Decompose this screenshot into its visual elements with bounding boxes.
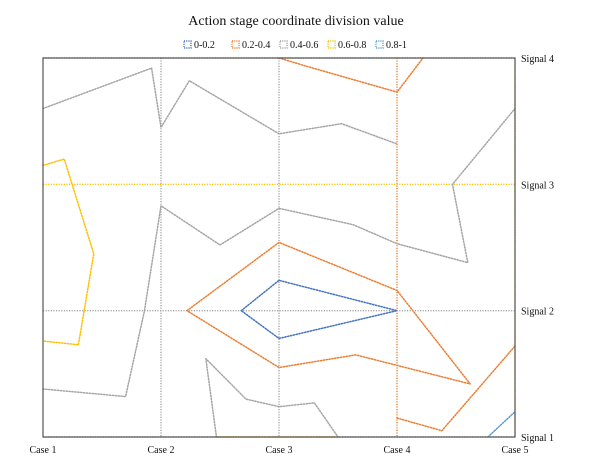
contour-line [396, 345, 516, 432]
legend-item: 0.8-1 [375, 40, 407, 51]
legend-swatch [183, 40, 192, 49]
chart-title: Action stage coordinate division value [188, 14, 403, 29]
contour-line [42, 67, 398, 145]
contour-line [186, 241, 471, 385]
contour-line [240, 279, 398, 340]
contour-line [205, 357, 339, 438]
y-tick-label: Signal 4 [521, 54, 554, 65]
contour-line [278, 57, 424, 93]
legend-swatch [279, 40, 288, 49]
x-tick-label: Case 3 [266, 445, 293, 456]
y-tick-label: Signal 1 [521, 433, 554, 444]
legend-label: 0.4-0.6 [290, 40, 318, 51]
x-tick-label: Case 4 [384, 445, 411, 456]
y-axis-ticks: Signal 1 Signal 2 Signal 3 Signal 4 [521, 54, 554, 444]
contour-lines [42, 57, 516, 438]
contour-line [42, 158, 95, 346]
legend-label: 0-0.2 [194, 40, 215, 51]
y-tick-label: Signal 3 [521, 180, 554, 191]
plot-frame [42, 57, 516, 438]
x-tick-label: Case 1 [30, 445, 57, 456]
legend-label: 0.2-0.4 [242, 40, 270, 51]
legend-item: 0.2-0.4 [231, 40, 270, 51]
legend-swatch [327, 40, 336, 49]
legend-label: 0.8-1 [386, 40, 407, 51]
contour-line [487, 410, 516, 438]
x-axis-ticks: Case 1 Case 2 Case 3 Case 4 Case 5 [30, 445, 529, 456]
legend-item: 0.4-0.6 [279, 40, 318, 51]
x-tick-label: Case 5 [502, 445, 529, 456]
legend-swatch [375, 40, 384, 49]
legend: 0-0.2 0.2-0.4 0.4-0.6 0.6-0.8 0.8-1 [183, 40, 407, 51]
y-tick-label: Signal 2 [521, 307, 554, 318]
legend-label: 0.6-0.8 [338, 40, 366, 51]
legend-item: 0-0.2 [183, 40, 215, 51]
legend-item: 0.6-0.8 [327, 40, 366, 51]
legend-swatch [231, 40, 240, 49]
contour-line [42, 107, 516, 398]
x-tick-label: Case 2 [148, 445, 175, 456]
grid-lines [43, 57, 516, 438]
